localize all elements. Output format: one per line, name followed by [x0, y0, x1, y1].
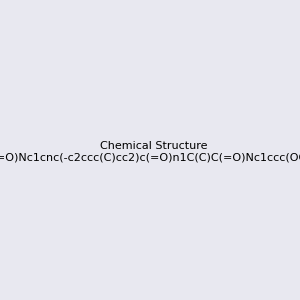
Text: Chemical Structure
CC(=O)Nc1cnc(-c2ccc(C)cc2)c(=O)n1C(C)C(=O)Nc1ccc(OC)cc1: Chemical Structure CC(=O)Nc1cnc(-c2ccc(C… [0, 141, 300, 162]
